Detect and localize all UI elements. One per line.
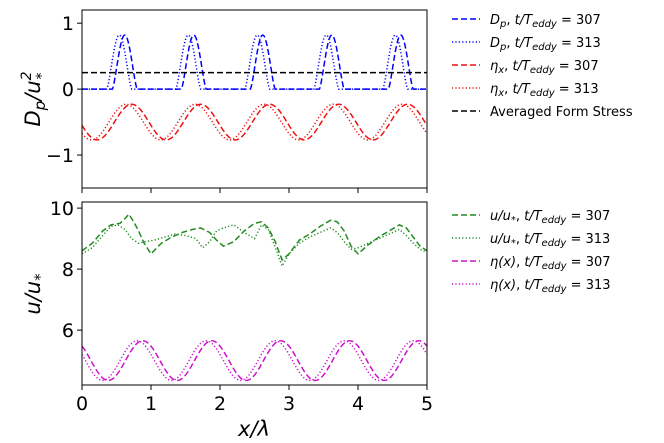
legend-label-0-3: ηx, t/Teddy = 313	[490, 82, 599, 99]
bottom-panel-lines	[82, 212, 427, 382]
top-panel-legend: Dp, t/Teddy = 307 Dp, t/Teddy = 313 ηx, t/…	[452, 13, 633, 120]
legend-label-0-2: ηx, t/Teddy = 307	[490, 59, 599, 76]
legend-label-1-2: η(x), t/Teddy = 307	[490, 255, 611, 272]
top-panel-frame	[81, 9, 428, 189]
bottom-panel-y-ticks: 6 8 10	[50, 198, 82, 342]
series-line-1-0	[82, 212, 427, 262]
legend-label-1-1: u/u*, t/Teddy = 313	[490, 232, 610, 249]
bottom-panel-legend: u/u*, t/Teddy = 307 u/u*, t/Teddy = 313 η(…	[452, 209, 611, 295]
legend-label-1-0: u/u*, t/Teddy = 307	[490, 209, 610, 226]
legend-label-0-4: Averaged Form Stress	[490, 105, 633, 120]
x-tick-label-4: 4	[352, 393, 364, 415]
top-panel-y-ticks: −1 0 1	[46, 13, 82, 167]
x-tick-label-1: 1	[145, 393, 157, 415]
legend-label-1-3: η(x), t/Teddy = 313	[490, 278, 611, 295]
y-tick-label-0-2: 1	[62, 13, 74, 35]
series-line-0-3	[82, 103, 427, 141]
y-tick-label-1-1: 8	[62, 259, 74, 281]
x-tick-label-2: 2	[214, 393, 226, 415]
top-panel-lines	[82, 34, 427, 141]
top-panel-x-ticks	[81, 188, 428, 193]
x-tick-label-5: 5	[421, 393, 433, 415]
y-tick-label-0-0: −1	[46, 145, 74, 167]
legend-label-0-0: Dp, t/Teddy = 307	[490, 13, 601, 30]
legend-label-0-1: Dp, t/Teddy = 313	[490, 36, 601, 53]
series-line-1-1	[82, 223, 427, 268]
top-panel-y-label: Dp/u2*	[19, 71, 50, 126]
series-line-0-1	[82, 34, 427, 90]
series-line-1-2	[82, 340, 427, 382]
top-panel: −1 0 1 Dp/u2*	[19, 9, 428, 193]
series-line-1-3	[82, 340, 427, 382]
x-tick-label-3: 3	[283, 393, 295, 415]
bottom-panel-frame	[81, 201, 428, 386]
y-tick-label-1-0: 6	[62, 320, 74, 342]
series-line-0-0	[82, 34, 427, 90]
y-tick-label-0-1: 0	[62, 79, 74, 101]
series-line-0-2	[82, 103, 427, 141]
y-tick-label-1-2: 10	[50, 198, 74, 220]
x-tick-label-0: 0	[76, 393, 88, 415]
x-axis-label: x/λ	[237, 417, 270, 441]
bottom-panel-x-ticks: 0 1 2 3 4 5	[76, 385, 433, 415]
